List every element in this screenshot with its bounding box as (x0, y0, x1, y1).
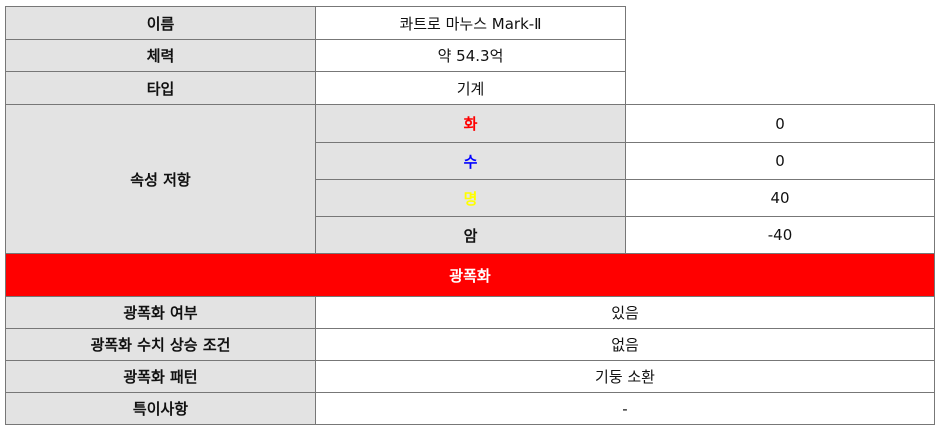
resist-label: 속성 저항 (5, 104, 316, 254)
resist-fire-label: 화 (315, 104, 626, 143)
berserk-condition-label: 광폭화 수치 상승 조건 (5, 328, 316, 361)
hp-label: 체력 (5, 39, 316, 72)
type-value: 기계 (315, 71, 626, 105)
name-label: 이름 (5, 6, 316, 40)
berserk-status-value: 있음 (315, 296, 935, 329)
type-label: 타입 (5, 71, 316, 105)
notes-value: - (315, 392, 935, 425)
resist-light-value: 40 (625, 179, 935, 217)
resist-fire-value: 0 (625, 104, 935, 143)
resist-dark-value: -40 (625, 216, 935, 254)
hp-value: 약 54.3억 (315, 39, 626, 72)
berserk-pattern-value: 기둥 소환 (315, 360, 935, 393)
notes-label: 특이사항 (5, 392, 316, 425)
resist-water-label: 수 (315, 142, 626, 180)
berserk-banner: 광폭화 (5, 253, 935, 297)
berserk-condition-value: 없음 (315, 328, 935, 361)
resist-dark-label: 암 (315, 216, 626, 254)
resist-water-value: 0 (625, 142, 935, 180)
berserk-status-label: 광폭화 여부 (5, 296, 316, 329)
resist-light-label: 명 (315, 179, 626, 217)
berserk-pattern-label: 광폭화 패턴 (5, 360, 316, 393)
name-value: 콰트로 마누스 Mark-Ⅱ (315, 6, 626, 40)
